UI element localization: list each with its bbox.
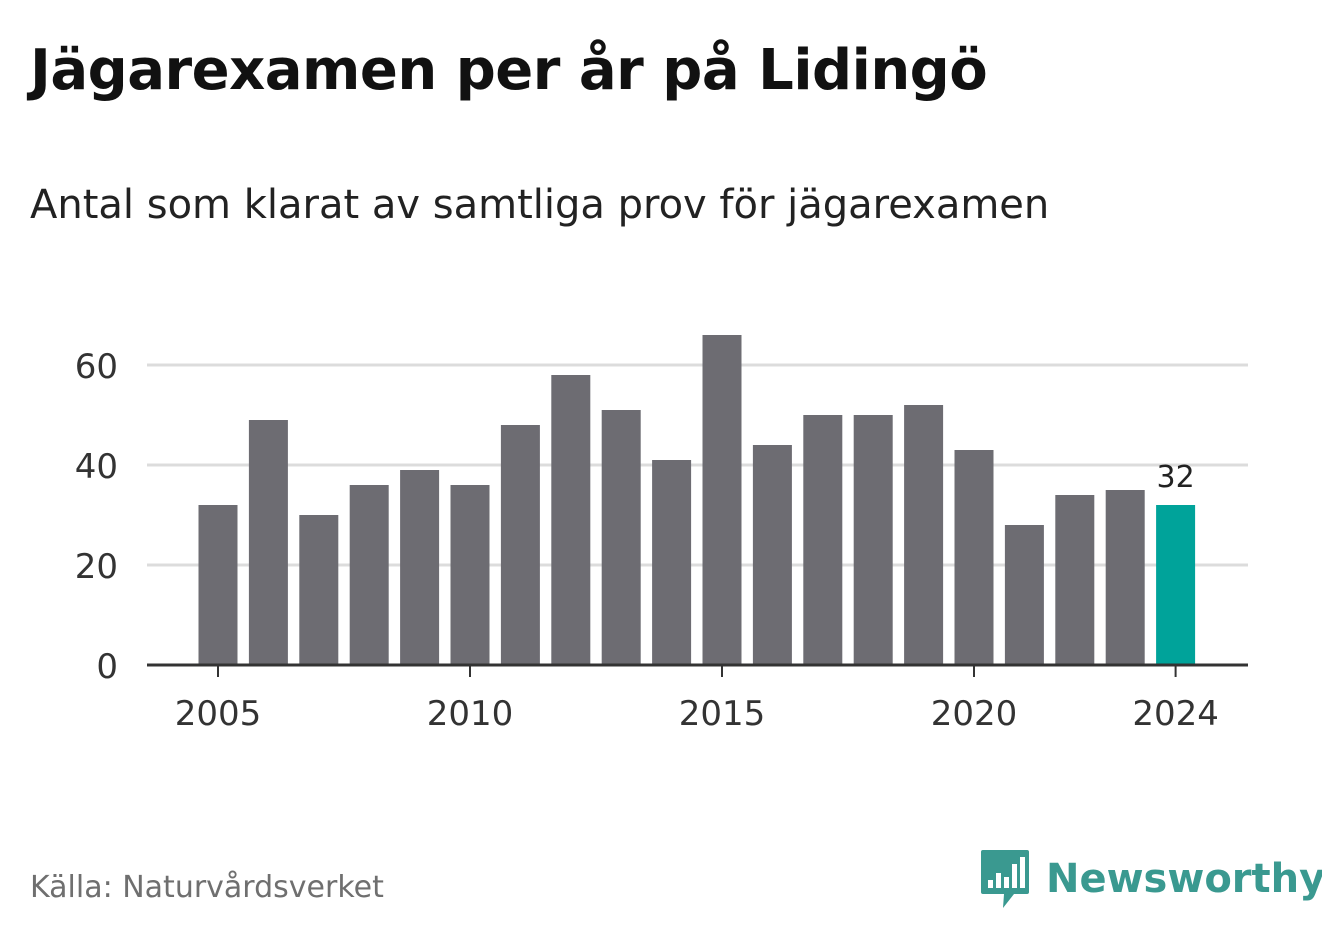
x-tick-label: 2015 bbox=[679, 694, 766, 734]
source-note: Källa: Naturvårdsverket bbox=[30, 870, 384, 905]
bar-2013 bbox=[601, 410, 641, 665]
bar-2021 bbox=[1004, 525, 1044, 665]
brand-name: Newsworthy bbox=[1046, 856, 1322, 902]
data-labels: 32 bbox=[1157, 460, 1195, 495]
y-tick-label: 0 bbox=[96, 647, 118, 687]
bar-2006 bbox=[248, 420, 288, 665]
chart-title: Jägarexamen per år på Lidingö bbox=[30, 38, 988, 103]
bar-2007 bbox=[299, 515, 339, 665]
bar-2015 bbox=[702, 335, 742, 665]
bar-2012 bbox=[551, 375, 591, 665]
y-tick-label: 20 bbox=[75, 547, 118, 587]
y-tick-label: 60 bbox=[75, 347, 118, 387]
x-tick-label: 2020 bbox=[931, 694, 1018, 734]
x-axis-ticks: 2005 2010 2015 2020 2024 bbox=[175, 665, 1219, 734]
data-label-2024: 32 bbox=[1157, 460, 1195, 495]
bar-2010 bbox=[450, 485, 490, 665]
bar-2024 bbox=[1156, 505, 1196, 665]
bar-2018 bbox=[853, 415, 893, 665]
bar-2023 bbox=[1105, 490, 1145, 665]
bar-2017 bbox=[803, 415, 843, 665]
x-tick-label: 2010 bbox=[427, 694, 514, 734]
y-tick-label: 40 bbox=[75, 447, 118, 487]
bar-2009 bbox=[400, 470, 440, 665]
chart-subtitle: Antal som klarat av samtliga prov för jä… bbox=[30, 182, 1050, 228]
bar-2008 bbox=[349, 485, 389, 665]
bar-2014 bbox=[652, 460, 692, 665]
bar-2016 bbox=[752, 445, 792, 665]
x-tick-label: 2005 bbox=[175, 694, 262, 734]
newsworthy-logo-icon bbox=[981, 850, 1029, 908]
brand-logo: Newsworthy bbox=[980, 848, 1322, 910]
bar-2022 bbox=[1055, 495, 1095, 665]
bar-2020 bbox=[954, 450, 994, 665]
bar-2019 bbox=[904, 405, 944, 665]
bars bbox=[198, 335, 1196, 665]
y-axis-ticks: 0 20 40 60 bbox=[75, 347, 118, 687]
bar-2011 bbox=[500, 425, 540, 665]
bar-2005 bbox=[198, 505, 238, 665]
x-tick-label: 2024 bbox=[1132, 694, 1219, 734]
